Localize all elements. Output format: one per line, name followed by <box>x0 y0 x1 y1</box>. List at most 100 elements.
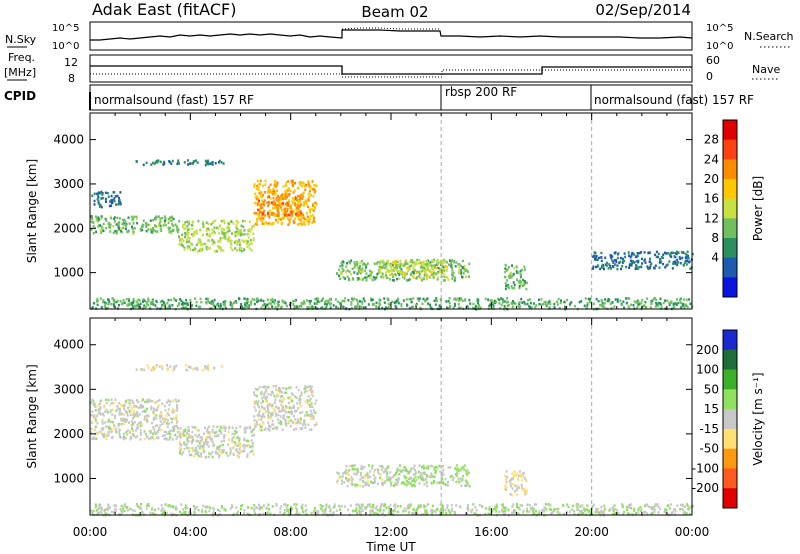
echo-cell <box>96 300 98 303</box>
echo-cell <box>674 262 677 265</box>
echo-cell <box>186 368 189 372</box>
echo-cell <box>211 163 214 166</box>
echo-cell <box>465 470 468 473</box>
echo-cell <box>94 417 97 420</box>
echo-cell <box>309 299 312 303</box>
echo-cell <box>492 304 495 307</box>
echo-cell <box>289 419 292 422</box>
echo-cell <box>517 271 520 274</box>
echo-cell <box>94 506 97 509</box>
echo-cell <box>249 450 252 454</box>
echo-cell <box>250 439 253 442</box>
echo-cell <box>666 299 669 302</box>
echo-cell <box>258 182 261 185</box>
echo-cell <box>131 301 133 305</box>
echo-cell <box>688 298 691 301</box>
echo-cell <box>422 513 425 516</box>
echo-cell <box>525 490 528 494</box>
echo-cell <box>135 368 138 371</box>
echo-cell <box>250 303 253 306</box>
echo-cell <box>379 261 382 264</box>
echo-cell <box>613 504 616 507</box>
echo-cell <box>195 229 198 232</box>
echo-cell <box>394 267 397 271</box>
echo-cell <box>428 268 431 272</box>
echo-cell <box>125 222 128 226</box>
echo-cell <box>312 415 315 418</box>
echo-cell <box>402 468 404 472</box>
echo-cell <box>119 435 122 439</box>
echo-cell <box>228 236 231 239</box>
echo-cell <box>467 306 470 310</box>
echo-cell <box>638 265 641 269</box>
echo-cell <box>281 193 284 196</box>
echo-cell <box>304 423 307 426</box>
echo-cell <box>227 430 230 434</box>
header-beam: Beam 02 <box>361 3 428 21</box>
echo-cell <box>644 261 647 264</box>
echo-cell <box>284 210 287 214</box>
echo-cell <box>158 414 161 418</box>
echo-cell <box>107 302 110 305</box>
echo-cell <box>231 432 234 436</box>
echo-cell <box>283 214 286 217</box>
echo-cell <box>365 276 368 279</box>
freq-unit-label: [MHz] <box>4 66 36 79</box>
echo-cell <box>433 466 436 469</box>
echo-cell <box>266 298 269 301</box>
echo-cell <box>676 263 679 267</box>
echo-cell <box>168 304 171 307</box>
echo-cell <box>361 300 363 303</box>
echo-cell <box>115 300 118 304</box>
echo-cell <box>668 260 671 263</box>
echo-cell <box>264 220 267 224</box>
echo-cell <box>251 444 254 448</box>
echo-cell <box>384 306 387 309</box>
echo-cell <box>233 512 235 516</box>
echo-cell <box>393 301 396 304</box>
echo-cell <box>102 422 105 425</box>
echo-cell <box>246 302 248 305</box>
echo-cell <box>547 503 550 506</box>
echo-cell <box>583 304 586 307</box>
echo-cell <box>205 440 207 443</box>
echo-cell <box>388 512 391 515</box>
echo-cell <box>203 432 206 435</box>
echo-cell <box>466 473 469 476</box>
echo-cell <box>345 476 347 480</box>
echo-cell <box>531 506 534 509</box>
echo-cell <box>601 302 604 305</box>
echo-cell <box>206 427 209 430</box>
echo-cell <box>149 219 152 222</box>
echo-cell <box>146 364 149 367</box>
echo-cell <box>159 220 162 223</box>
echo-cell <box>308 403 311 407</box>
echo-cell <box>143 430 146 433</box>
echo-cell <box>460 297 463 300</box>
echo-cell <box>199 240 202 243</box>
echo-cell <box>389 269 392 273</box>
echo-cell <box>246 426 249 429</box>
echo-cell <box>510 285 513 288</box>
echo-cell <box>378 301 381 305</box>
echo-cell <box>241 449 244 453</box>
echo-cell <box>102 412 104 416</box>
echo-cell <box>251 225 253 228</box>
echo-cell <box>346 484 349 488</box>
echo-cell <box>599 511 602 514</box>
echo-cell <box>300 393 303 396</box>
echo-cell <box>248 220 251 223</box>
echo-cell <box>208 247 211 250</box>
echo-cell <box>673 306 676 309</box>
echo-cell <box>256 388 259 391</box>
x-tick-label: 12:00 <box>374 525 409 539</box>
echo-cell <box>166 419 169 422</box>
echo-cell <box>151 368 154 371</box>
echo-cell <box>138 307 140 310</box>
echo-cell <box>667 504 670 507</box>
echo-cell <box>391 272 394 276</box>
echo-cell <box>274 305 277 309</box>
echo-cell <box>510 493 513 497</box>
echo-cell <box>272 190 275 193</box>
echo-cell <box>113 416 116 420</box>
